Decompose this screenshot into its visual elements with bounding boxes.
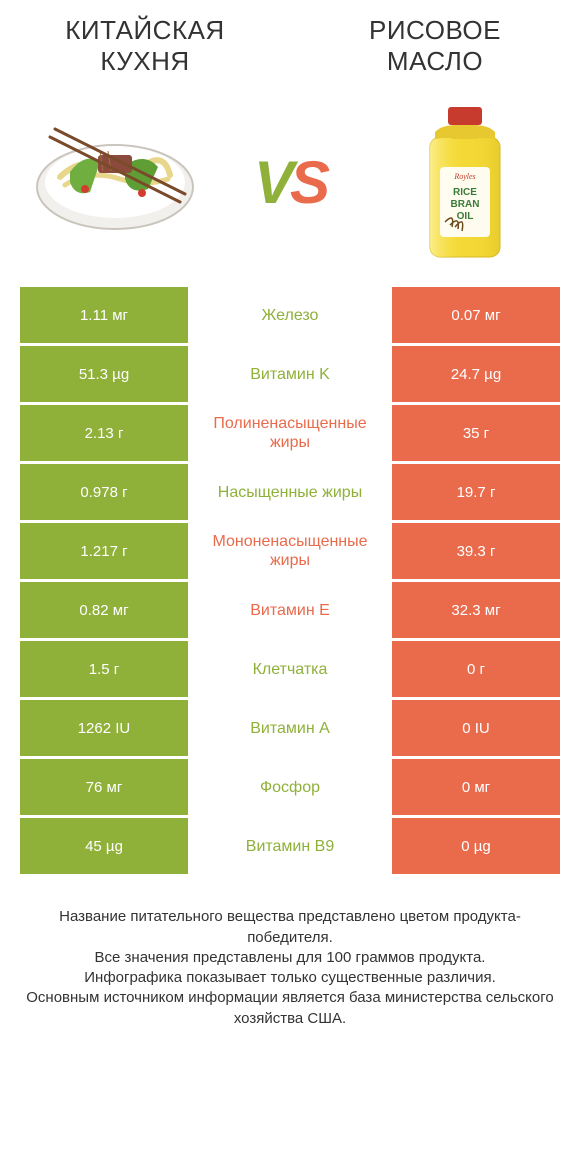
svg-text:RICE: RICE <box>453 187 477 198</box>
nutrient-label: Железо <box>190 287 390 343</box>
table-row: 1.217 гМононенасыщенные жиры39.3 г <box>20 523 560 579</box>
table-row: 2.13 гПолиненасыщенные жиры35 г <box>20 405 560 461</box>
right-title: РИСОВОЕ МАСЛО <box>320 15 550 77</box>
nutrient-label: Фосфор <box>190 759 390 815</box>
oil-bottle-icon: Royles RICE BRAN OIL <box>410 97 520 267</box>
left-value-cell: 76 мг <box>20 759 190 815</box>
vs-letter-s: S <box>290 149 326 216</box>
left-value-cell: 1262 IU <box>20 700 190 756</box>
header-row: КИТАЙСКАЯ КУХНЯ РИСОВОЕ МАСЛО <box>0 0 580 87</box>
table-row: 0.82 мгВитамин E32.3 мг <box>20 582 560 638</box>
right-value-cell: 35 г <box>390 405 560 461</box>
right-value-cell: 0 IU <box>390 700 560 756</box>
right-product-image: Royles RICE BRAN OIL <box>380 97 550 267</box>
nutrient-label: Витамин K <box>190 346 390 402</box>
footer-line-1: Название питательного вещества представл… <box>20 907 560 948</box>
table-row: 51.3 µgВитамин K24.7 µg <box>20 346 560 402</box>
left-value-cell: 2.13 г <box>20 405 190 461</box>
svg-text:BRAN: BRAN <box>451 199 480 210</box>
left-product-image <box>30 97 200 267</box>
right-value-cell: 19.7 г <box>390 464 560 520</box>
left-value-cell: 45 µg <box>20 818 190 874</box>
vs-badge: VS <box>254 148 326 217</box>
svg-text:OIL: OIL <box>457 211 474 222</box>
vs-letter-v: V <box>254 149 290 216</box>
nutrient-label: Полиненасыщенные жиры <box>190 405 390 461</box>
table-row: 1262 IUВитамин A0 IU <box>20 700 560 756</box>
left-value-cell: 1.5 г <box>20 641 190 697</box>
nutrient-label: Насыщенные жиры <box>190 464 390 520</box>
right-value-cell: 0 µg <box>390 818 560 874</box>
svg-text:Royles: Royles <box>453 172 475 181</box>
comparison-table: 1.11 мгЖелезо0.07 мг51.3 µgВитамин K24.7… <box>0 287 580 874</box>
table-row: 1.11 мгЖелезо0.07 мг <box>20 287 560 343</box>
nutrient-label: Мононенасыщенные жиры <box>190 523 390 579</box>
right-value-cell: 39.3 г <box>390 523 560 579</box>
footer-notes: Название питательного вещества представл… <box>0 877 580 1029</box>
nutrient-label: Витамин E <box>190 582 390 638</box>
footer-line-4: Основным источником информации является … <box>20 988 560 1029</box>
footer-line-2: Все значения представлены для 100 граммо… <box>20 948 560 968</box>
footer-line-3: Инфографика показывает только существенн… <box>20 968 560 988</box>
nutrient-label: Витамин B9 <box>190 818 390 874</box>
right-value-cell: 0 г <box>390 641 560 697</box>
nutrient-label: Клетчатка <box>190 641 390 697</box>
table-row: 45 µgВитамин B90 µg <box>20 818 560 874</box>
images-row: VS Royles RICE BRAN OIL <box>0 87 580 287</box>
left-value-cell: 51.3 µg <box>20 346 190 402</box>
left-title: КИТАЙСКАЯ КУХНЯ <box>30 15 260 77</box>
right-value-cell: 0.07 мг <box>390 287 560 343</box>
table-row: 1.5 гКлетчатка0 г <box>20 641 560 697</box>
right-value-cell: 32.3 мг <box>390 582 560 638</box>
noodle-bowl-icon <box>30 107 200 257</box>
left-value-cell: 1.217 г <box>20 523 190 579</box>
left-value-cell: 1.11 мг <box>20 287 190 343</box>
right-value-cell: 24.7 µg <box>390 346 560 402</box>
table-row: 0.978 гНасыщенные жиры19.7 г <box>20 464 560 520</box>
right-value-cell: 0 мг <box>390 759 560 815</box>
table-row: 76 мгФосфор0 мг <box>20 759 560 815</box>
left-value-cell: 0.82 мг <box>20 582 190 638</box>
left-value-cell: 0.978 г <box>20 464 190 520</box>
nutrient-label: Витамин A <box>190 700 390 756</box>
